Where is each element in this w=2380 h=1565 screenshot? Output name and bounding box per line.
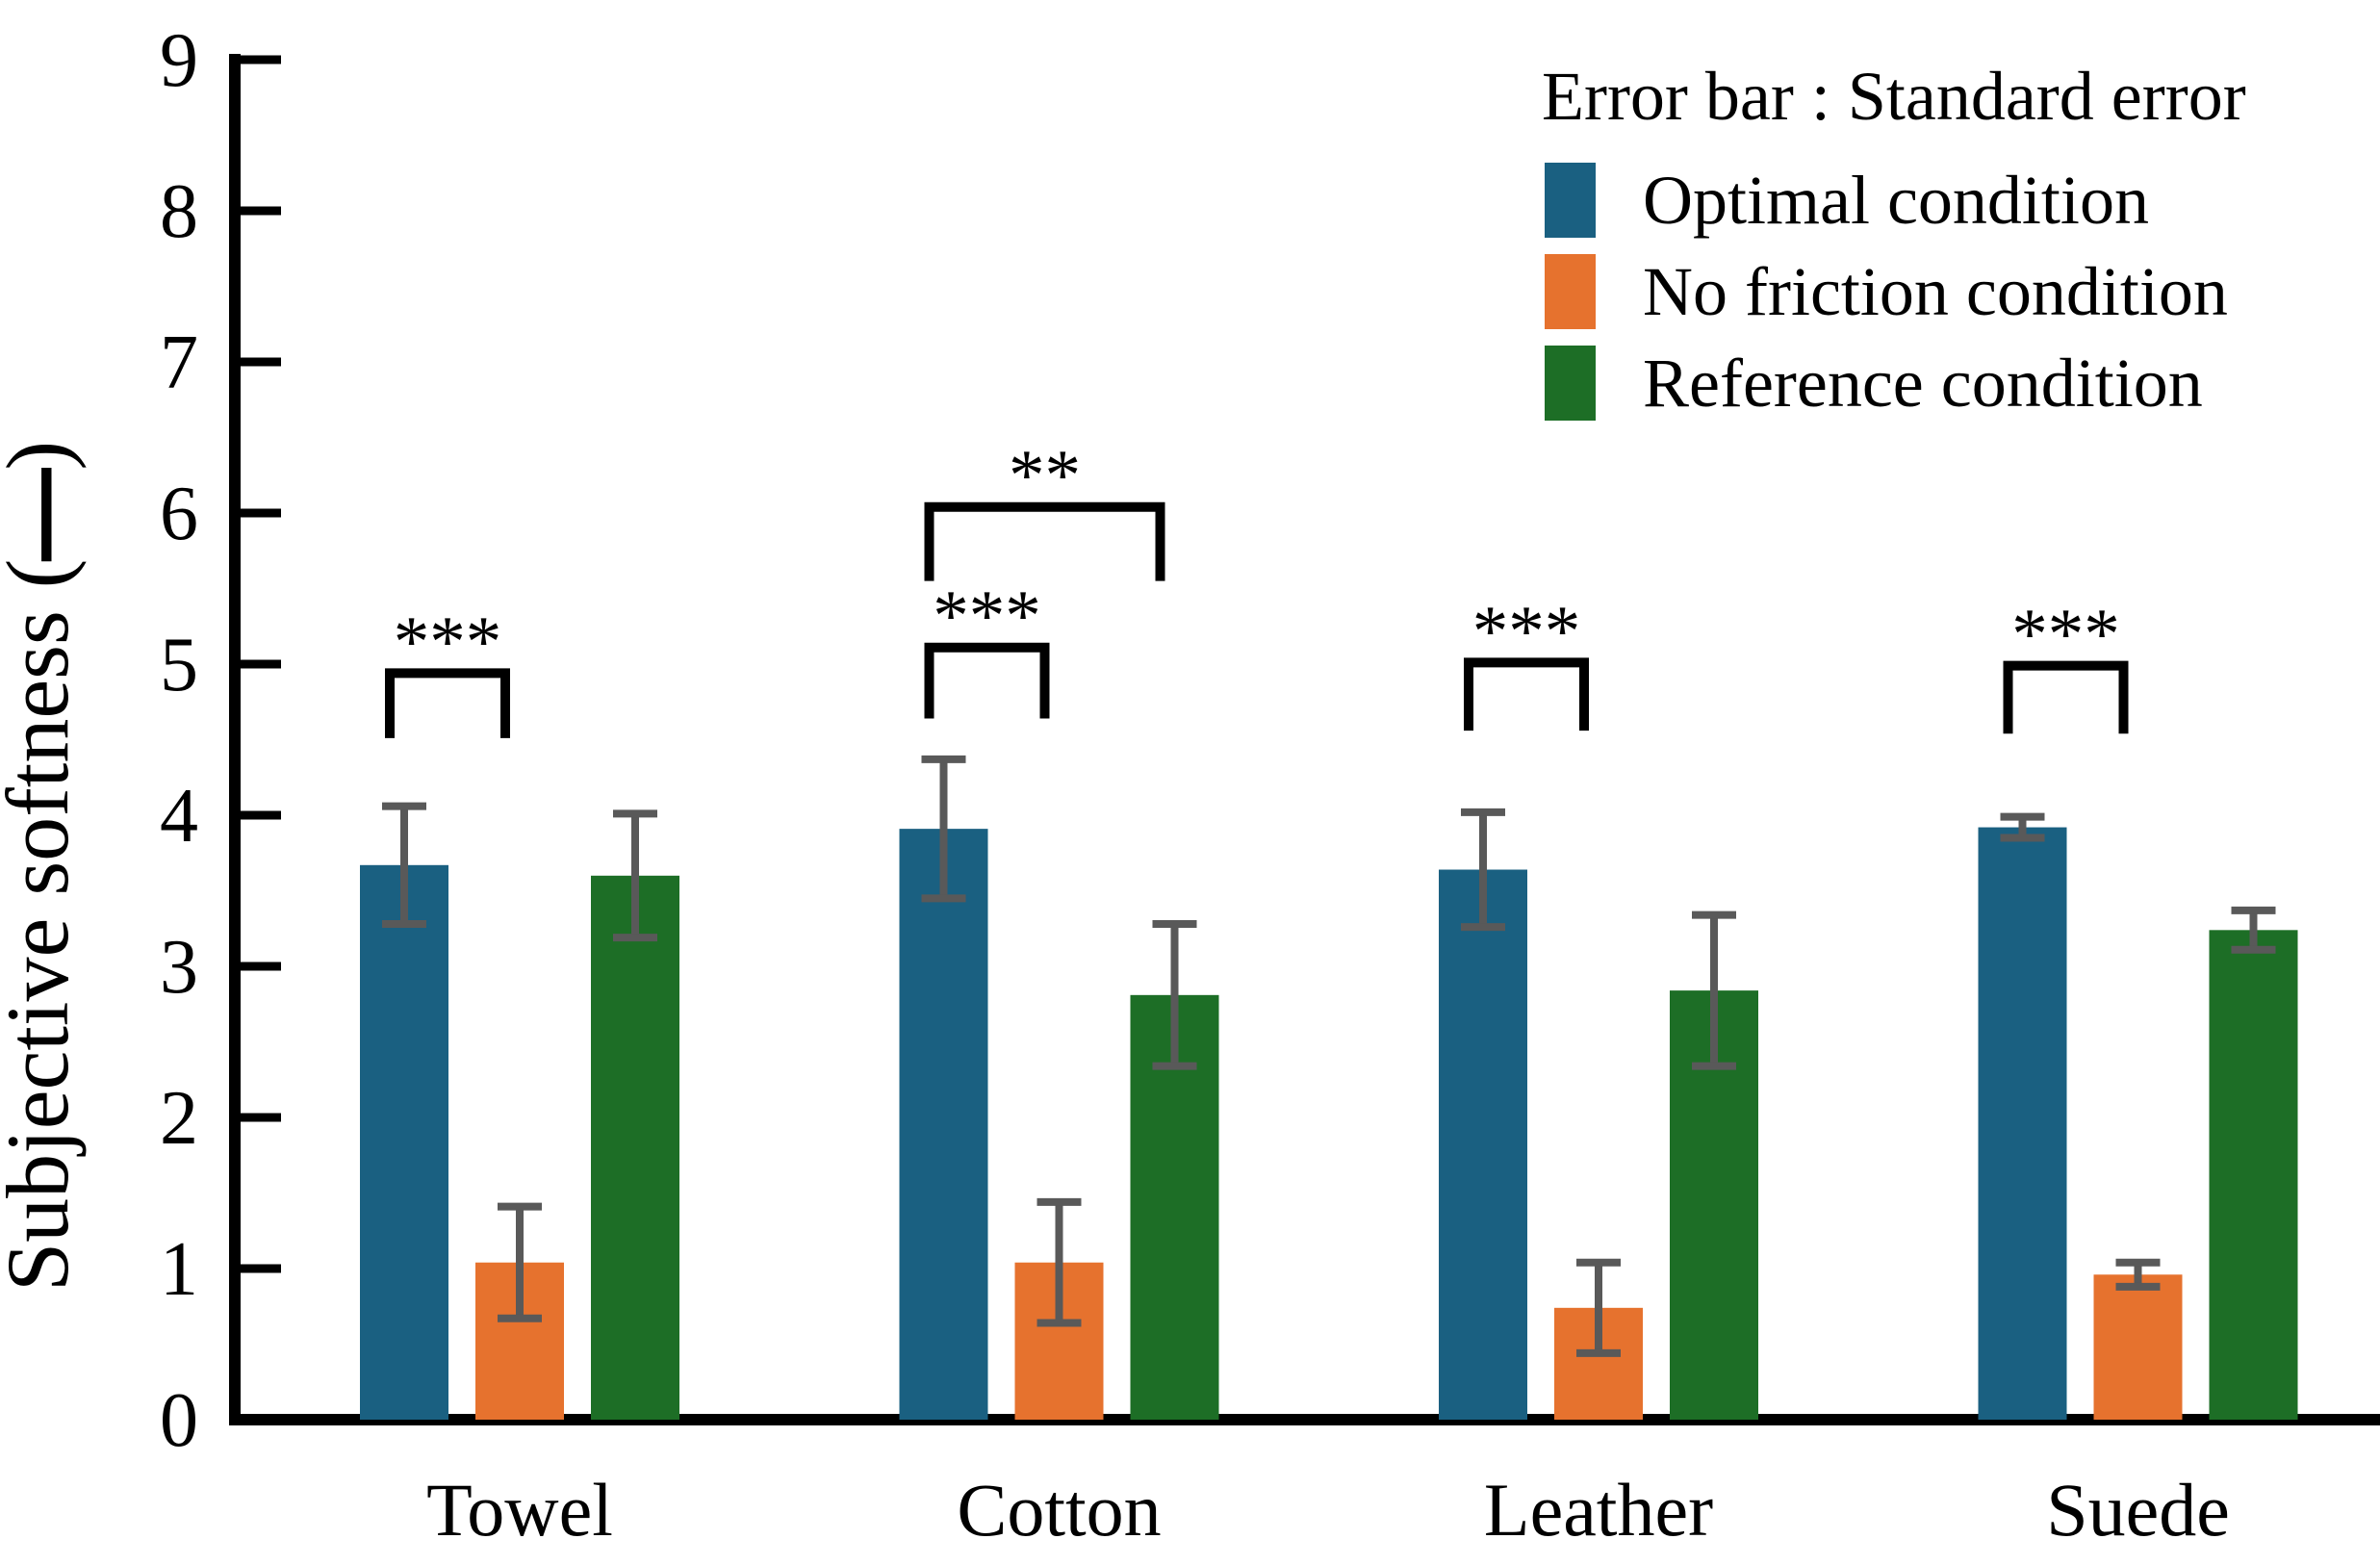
y-tick-label-3: 3 [160,925,198,1010]
y-tick-label-6: 6 [160,472,198,556]
significance-bracket-cotton-1 [924,642,1050,719]
significance-label-cotton-1: *** [933,577,1041,656]
legend-swatch-reference-condition [1545,346,1596,421]
y-axis-title-suffix: ) [0,441,87,471]
bar-towel-optimal-condition [360,864,448,1420]
y-axis-title: Subjective softness (—) [0,441,87,1292]
legend-entry-optimal-condition: Optimal condition [1545,163,2228,238]
y-axis-title-dash: — [0,470,87,560]
legend-entry-reference-condition: Reference condition [1545,346,2228,421]
y-tick-label-8: 8 [160,169,198,254]
y-tick-label-7: 7 [160,321,198,405]
bar-leather-optimal-condition [1439,869,1527,1420]
y-tick-label-5: 5 [160,623,198,707]
bar-suede-optimal-condition [1978,827,2067,1420]
bar-cotton-optimal-condition [899,829,988,1420]
category-label-suede: Suede [2046,1468,2230,1552]
legend-entry-no-friction-condition: No friction condition [1545,254,2228,329]
bar-suede-no-friction-condition [2093,1274,2183,1420]
legend-entries: Optimal condition No friction condition Re… [1545,163,2228,421]
legend-swatch-optimal-condition [1545,163,1596,238]
category-label-cotton: Cotton [957,1468,1161,1552]
legend-swatch-no-friction-condition [1545,254,1596,329]
category-label-towel: Towel [426,1468,613,1552]
significance-bracket-suede-4 [2003,660,2129,734]
bar-towel-reference-condition [591,875,679,1420]
bar-suede-reference-condition [2209,930,2298,1420]
legend-title: Error bar : Standard error [1542,58,2246,135]
significance-label-suede-4: *** [2011,595,2120,675]
y-tick-label-1: 1 [160,1227,198,1312]
significance-label-cotton-2: ** [1009,436,1081,516]
significance-bracket-towel-0 [385,668,510,738]
y-tick-label-0: 0 [160,1378,198,1463]
significance-bracket-cotton-2 [924,501,1165,581]
y-tick-label-9: 9 [160,18,198,103]
significance-bracket-leather-3 [1464,657,1589,731]
significance-label-towel-0: *** [394,602,502,681]
y-axis-title-prefix: Subjective softness ( [0,559,87,1292]
category-label-leather: Leather [1484,1468,1713,1552]
y-tick-label-4: 4 [160,774,198,859]
legend-entry-label: Optimal condition [1643,162,2149,239]
legend-entry-label: Reference condition [1643,345,2203,422]
y-tick-label-2: 2 [160,1076,198,1161]
legend-entry-label: No friction condition [1643,253,2228,330]
significance-label-leather-3: *** [1472,591,1581,671]
